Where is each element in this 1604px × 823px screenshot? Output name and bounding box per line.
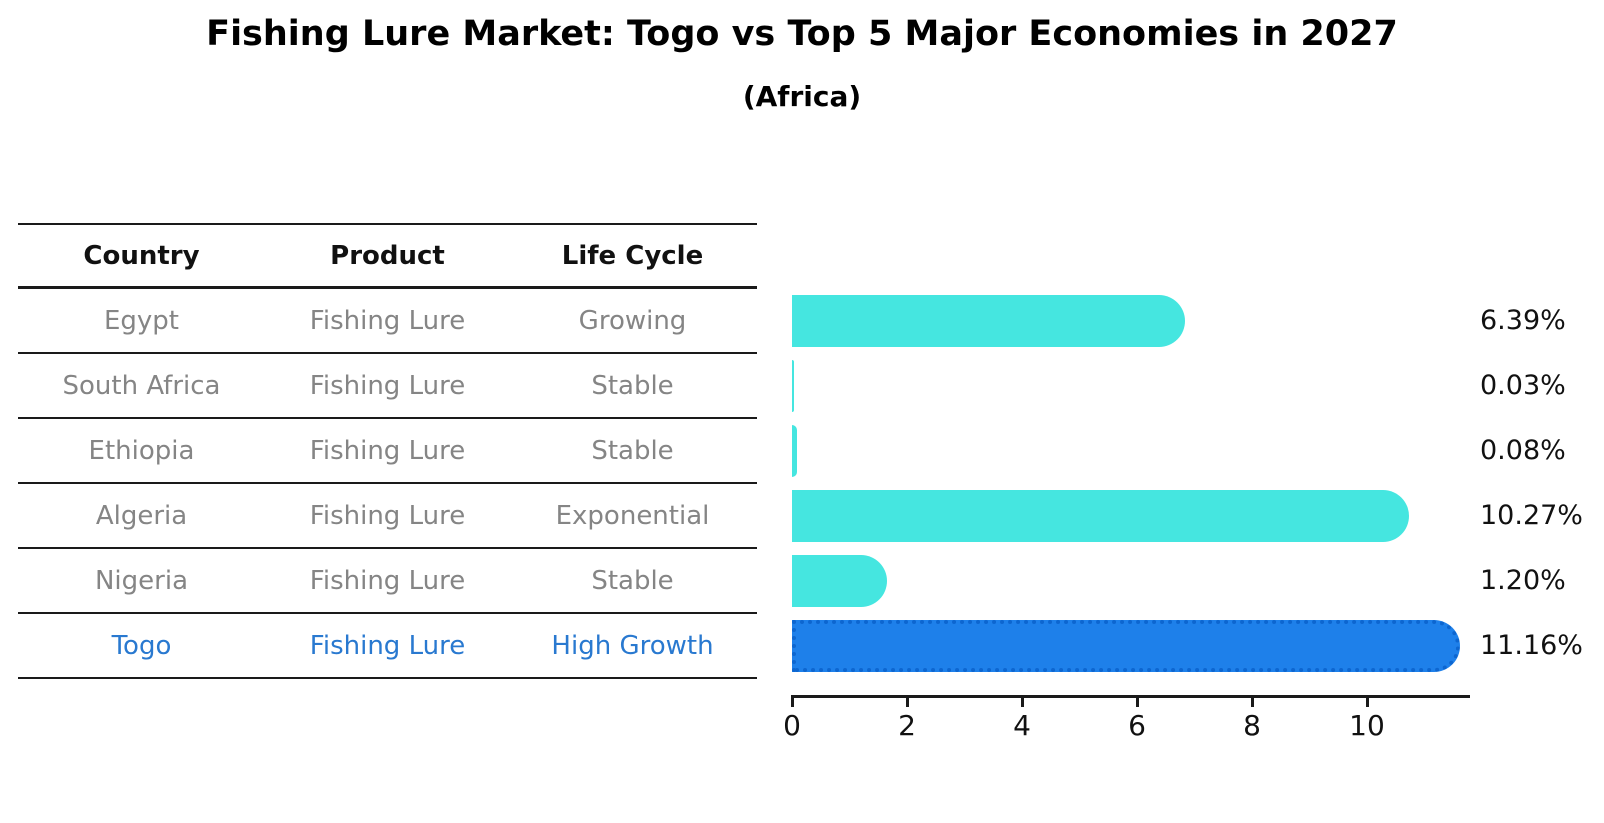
x-tick-mark bbox=[1251, 695, 1254, 707]
bar bbox=[792, 554, 887, 607]
column-header-country: Country bbox=[83, 240, 200, 271]
table-cell-product: Fishing Lure bbox=[309, 565, 466, 596]
row-separator bbox=[18, 417, 757, 419]
x-tick-mark bbox=[1136, 695, 1139, 707]
table-cell-country: Algeria bbox=[95, 500, 188, 531]
column-header-product: Product bbox=[330, 240, 445, 271]
table-header-border bbox=[18, 286, 757, 289]
row-separator bbox=[18, 612, 757, 614]
table-cell-life-cycle: Growing bbox=[578, 305, 687, 336]
x-tick-label: 2 bbox=[898, 709, 916, 742]
table-cell-country: South Africa bbox=[62, 370, 221, 401]
x-tick-label: 0 bbox=[783, 709, 801, 742]
bar bbox=[792, 294, 1186, 347]
row-separator bbox=[18, 677, 757, 679]
x-tick-mark bbox=[1021, 695, 1024, 707]
table-cell-product: Fishing Lure bbox=[309, 305, 466, 336]
x-tick-mark bbox=[791, 695, 794, 707]
table-cell-country: Togo bbox=[111, 630, 172, 661]
x-tick-mark bbox=[1366, 695, 1369, 707]
x-axis-line bbox=[792, 695, 1470, 698]
bar-value-label: 1.20% bbox=[1480, 565, 1566, 596]
bar-value-label: 0.03% bbox=[1480, 370, 1566, 401]
table-cell-country: Ethiopia bbox=[88, 435, 195, 466]
table-cell-country: Egypt bbox=[103, 305, 180, 336]
bar bbox=[792, 489, 1409, 542]
table-cell-product: Fishing Lure bbox=[309, 500, 466, 531]
bar-value-label: 6.39% bbox=[1480, 305, 1566, 336]
x-tick-label: 6 bbox=[1128, 709, 1146, 742]
table-cell-life-cycle: Stable bbox=[591, 370, 674, 401]
chart-subtitle: (Africa) bbox=[742, 80, 862, 113]
chart-title: Fishing Lure Market: Togo vs Top 5 Major… bbox=[206, 14, 1398, 54]
row-separator bbox=[18, 482, 757, 484]
table-cell-product: Fishing Lure bbox=[309, 370, 466, 401]
x-tick-label: 4 bbox=[1013, 709, 1031, 742]
column-header-life-cycle: Life Cycle bbox=[561, 240, 704, 271]
x-tick-label: 10 bbox=[1349, 709, 1385, 742]
bar-value-label: 0.08% bbox=[1480, 435, 1566, 466]
row-separator bbox=[18, 547, 757, 549]
table-cell-product: Fishing Lure bbox=[309, 630, 466, 661]
table-cell-life-cycle: Exponential bbox=[555, 500, 710, 531]
bar bbox=[792, 424, 797, 477]
table-cell-life-cycle: High Growth bbox=[551, 630, 714, 661]
table-cell-product: Fishing Lure bbox=[309, 435, 466, 466]
table-cell-life-cycle: Stable bbox=[591, 435, 674, 466]
table-cell-life-cycle: Stable bbox=[591, 565, 674, 596]
bar bbox=[792, 359, 794, 412]
x-tick-mark bbox=[906, 695, 909, 707]
row-separator bbox=[18, 352, 757, 354]
table-cell-country: Nigeria bbox=[94, 565, 189, 596]
bar-value-label: 10.27% bbox=[1480, 500, 1583, 531]
bar-togo-highlight bbox=[792, 619, 1460, 672]
x-tick-label: 8 bbox=[1243, 709, 1261, 742]
bar-value-label: 11.16% bbox=[1480, 630, 1583, 661]
table-top-border bbox=[18, 223, 757, 225]
